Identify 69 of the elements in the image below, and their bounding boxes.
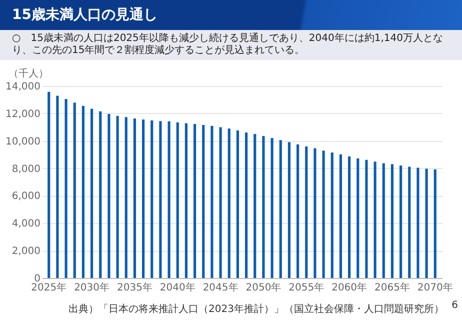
x-tick-label: 2025年 xyxy=(31,282,67,294)
y-tick-label: 8,000 xyxy=(12,164,40,175)
x-tick-label: 2030年 xyxy=(74,282,110,294)
bar xyxy=(194,124,196,278)
x-tick-label: 2055年 xyxy=(288,282,324,294)
bar xyxy=(390,164,394,278)
bar xyxy=(99,111,102,278)
x-tick-label: 2060年 xyxy=(332,282,368,294)
chart-title: 15歳未満人口の見通し xyxy=(0,0,462,30)
bar xyxy=(116,116,119,278)
bar xyxy=(150,120,154,278)
x-tick-label: 2070年 xyxy=(417,282,453,294)
bar xyxy=(124,117,128,278)
bar xyxy=(142,119,145,278)
bar xyxy=(305,146,308,278)
chart-subtitle: ○ 15歳未満の人口は2025年以降も減少し続ける見通しであり、2040年には約1,140万人となり、この先の15年間で２割程度減少することが見込まれている。 xyxy=(0,30,462,60)
bar xyxy=(184,123,188,278)
bar xyxy=(228,128,230,278)
x-tick-label: 2065年 xyxy=(374,282,410,294)
bar xyxy=(176,122,179,278)
y-tick-label: 12,000 xyxy=(6,108,40,120)
y-tick-label: 4,000 xyxy=(12,218,40,230)
bar xyxy=(219,127,222,278)
bar xyxy=(262,136,265,278)
bar xyxy=(408,166,411,278)
x-tick-label: 2045年 xyxy=(202,282,238,294)
y-tick-label: 0 xyxy=(34,274,40,284)
bar xyxy=(314,148,316,278)
bar xyxy=(348,156,351,278)
bar xyxy=(288,142,290,278)
bar xyxy=(425,168,428,278)
bar xyxy=(236,130,239,278)
bar xyxy=(254,134,256,278)
bar xyxy=(159,121,162,278)
bar xyxy=(270,138,274,278)
bar xyxy=(416,168,420,278)
bar xyxy=(90,108,94,278)
source-note: 出典）「日本の将来推計人口（2023年推計）」（国立社会保障・人口問題研究所） xyxy=(68,302,444,316)
y-axis-title: （千人） xyxy=(8,68,48,80)
bar xyxy=(133,118,136,278)
bar xyxy=(56,96,59,278)
bar xyxy=(296,144,300,278)
y-tick-label: 10,000 xyxy=(6,136,40,148)
bar xyxy=(400,166,402,278)
bar xyxy=(374,162,376,278)
x-tick-label: 2050年 xyxy=(246,282,282,294)
bar xyxy=(48,92,50,278)
bar xyxy=(365,160,368,278)
x-tick-label: 2040年 xyxy=(160,282,196,294)
y-tick-label: 14,000 xyxy=(6,82,40,92)
bar xyxy=(245,132,248,278)
bar xyxy=(330,152,334,278)
y-tick-label: 6,000 xyxy=(12,191,40,202)
bar xyxy=(82,106,84,278)
bar xyxy=(64,99,68,278)
bar xyxy=(168,121,170,278)
bar xyxy=(322,150,325,278)
bar xyxy=(202,124,205,278)
text: 6 xyxy=(452,300,458,311)
bar xyxy=(339,154,342,278)
y-tick-label: 2,000 xyxy=(12,246,40,258)
bar xyxy=(434,169,436,278)
bar xyxy=(279,140,282,278)
bar xyxy=(210,126,214,278)
bar xyxy=(382,163,385,278)
bar xyxy=(356,158,360,278)
x-tick-label: 2035年 xyxy=(116,282,152,294)
bar xyxy=(108,114,110,278)
bar xyxy=(73,102,76,278)
